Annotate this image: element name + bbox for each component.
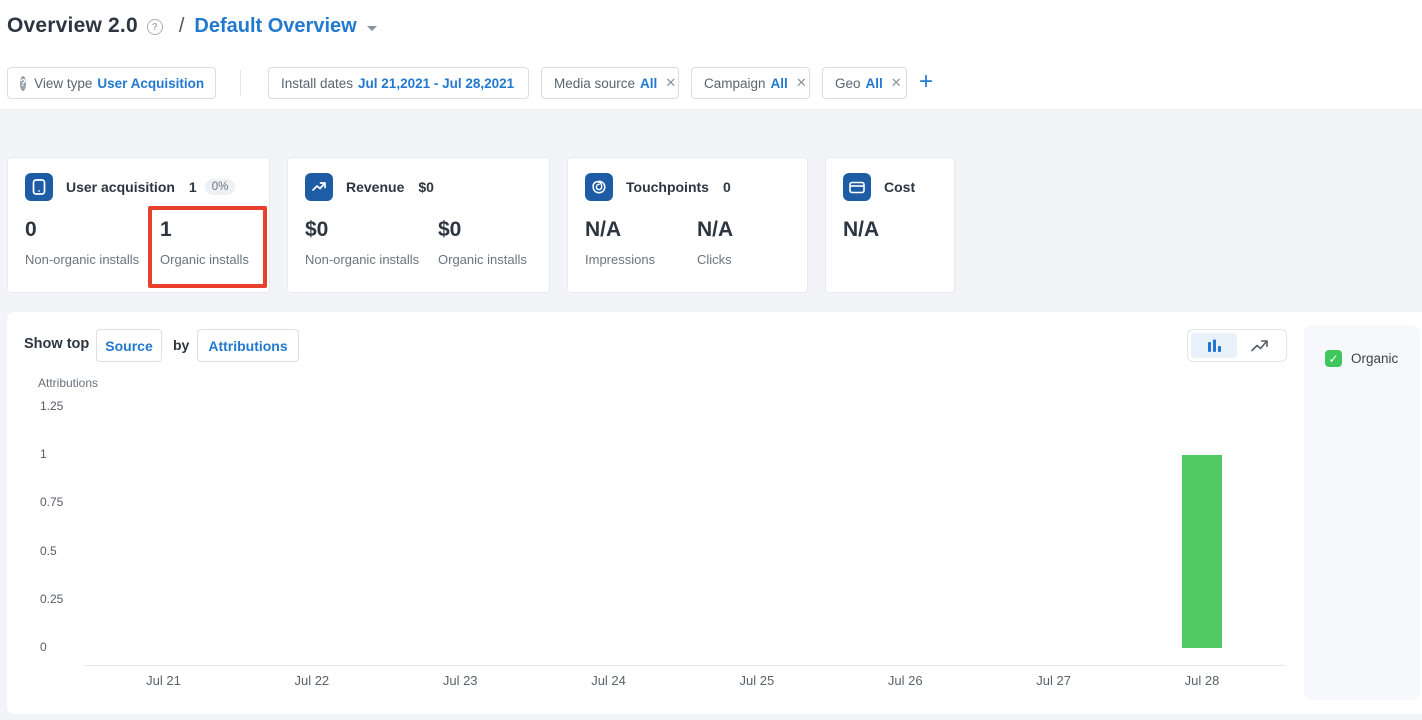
- install-dates-label: Install dates: [281, 75, 354, 91]
- stat-value: 0: [25, 218, 37, 241]
- card-cost: Cost N/A: [825, 157, 955, 293]
- filter-chip-media-source[interactable]: Media source All ✕: [541, 67, 679, 99]
- chip-label: Media source: [554, 75, 636, 91]
- card-title: User acquisition: [66, 179, 175, 195]
- add-filter-button[interactable]: +: [919, 68, 934, 95]
- chevron-down-icon[interactable]: [366, 25, 377, 31]
- stat-label: Non-organic installs: [305, 252, 420, 267]
- page-title: Overview 2.0: [7, 14, 138, 37]
- x-tick-label: Jul 25: [739, 673, 775, 688]
- card-revenue: Revenue $0 $0 Non-organic installs $0 Or…: [287, 157, 550, 293]
- stat-label: Organic installs: [160, 252, 249, 267]
- stat-value: N/A: [697, 218, 734, 241]
- bar-chart-icon[interactable]: [1191, 333, 1237, 358]
- dimension-dropdown[interactable]: Source: [96, 329, 162, 362]
- filter-divider: [240, 70, 241, 96]
- metric-dropdown[interactable]: Attributions: [197, 329, 299, 362]
- bar-organic-jul-28[interactable]: [1182, 455, 1222, 648]
- y-tick-label: 0.5: [40, 543, 57, 558]
- show-top-label: Show top: [24, 336, 90, 352]
- y-tick-label: 1: [40, 447, 47, 462]
- x-tick-label: Jul 24: [591, 673, 626, 688]
- x-tick-label: Jul 27: [1036, 673, 1071, 688]
- breadcrumb-separator: /: [178, 14, 185, 37]
- stat-value: 1: [160, 218, 172, 241]
- stat-value: $0: [438, 218, 462, 241]
- card-touchpoints: Touchpoints 0 N/A Impressions N/A Clicks: [567, 157, 808, 293]
- trend-up-icon: [305, 173, 333, 201]
- view-type-label: View type: [34, 75, 93, 91]
- help-circle-icon[interactable]: ?: [146, 19, 163, 35]
- touchpoint-spiral-icon: [585, 173, 613, 201]
- y-tick-label: 0.25: [40, 591, 64, 606]
- view-type-button[interactable]: ? View type User Acquisition: [7, 67, 216, 99]
- by-label: by: [173, 337, 190, 353]
- card-header-value: 1: [188, 179, 197, 195]
- breadcrumb: Overview 2.0 ? / Default Overview: [7, 14, 377, 38]
- stat-label: Clicks: [697, 252, 732, 267]
- stat-label: Non-organic installs: [25, 252, 140, 267]
- card-title: Cost: [884, 179, 916, 195]
- view-type-value: User Acquisition: [97, 75, 205, 91]
- line-chart-icon[interactable]: [1237, 333, 1283, 358]
- x-tick-label: Jul 28: [1184, 673, 1220, 688]
- stat-value: $0: [305, 218, 329, 241]
- x-tick-label: Jul 21: [146, 673, 181, 688]
- x-tick-label: Jul 22: [294, 673, 330, 688]
- chip-value: All: [770, 75, 788, 91]
- help-filled-icon: ?: [20, 75, 27, 91]
- legend-label: Organic: [1351, 351, 1399, 366]
- close-icon[interactable]: ✕: [795, 75, 807, 90]
- stat-value: N/A: [843, 218, 880, 241]
- x-tick-label: Jul 26: [887, 673, 923, 688]
- card-header-value: 0: [722, 179, 731, 195]
- y-tick-label: 0: [40, 640, 47, 654]
- stat-label: Impressions: [585, 252, 656, 267]
- percent-badge: 0%: [204, 179, 236, 195]
- breadcrumb-current-view[interactable]: Default Overview: [194, 14, 357, 37]
- legend-panel: ✓ Organic: [1304, 325, 1420, 700]
- chip-label: Geo: [835, 75, 861, 91]
- chart-type-toggle: [1187, 329, 1287, 362]
- card-title: Revenue: [346, 179, 405, 195]
- filter-chip-geo[interactable]: Geo All ✕: [822, 67, 907, 99]
- close-icon[interactable]: ✕: [890, 75, 902, 90]
- install-dates-button[interactable]: Install dates Jul 21,2021 - Jul 28,2021: [268, 67, 529, 99]
- card-user-acquisition: User acquisition 1 0% 0 Non-organic inst…: [7, 157, 270, 293]
- page-header: Overview 2.0 ? / Default Overview ? View…: [0, 0, 1422, 110]
- install-dates-value: Jul 21,2021 - Jul 28,2021: [358, 75, 515, 91]
- x-axis-line: [84, 665, 1285, 666]
- card-header-value: $0: [418, 179, 434, 195]
- chip-value: All: [865, 75, 883, 91]
- stat-label: Organic installs: [438, 252, 527, 267]
- mobile-icon: [25, 173, 53, 201]
- x-tick-label: Jul 23: [442, 673, 478, 688]
- filter-chip-campaign[interactable]: Campaign All ✕: [691, 67, 810, 99]
- close-icon[interactable]: ✕: [665, 75, 677, 90]
- y-tick-label: 0.75: [40, 495, 64, 510]
- stat-value: N/A: [585, 218, 622, 241]
- chip-label: Campaign: [704, 75, 766, 91]
- y-tick-label: 1.25: [40, 399, 64, 413]
- chip-value: All: [640, 75, 658, 91]
- legend-item-organic[interactable]: ✓ Organic: [1325, 350, 1398, 367]
- y-axis-title: Attributions: [38, 376, 99, 390]
- card-title: Touchpoints: [626, 179, 709, 195]
- checkbox-checked-icon[interactable]: ✓: [1325, 350, 1342, 367]
- credit-card-icon: [843, 173, 871, 201]
